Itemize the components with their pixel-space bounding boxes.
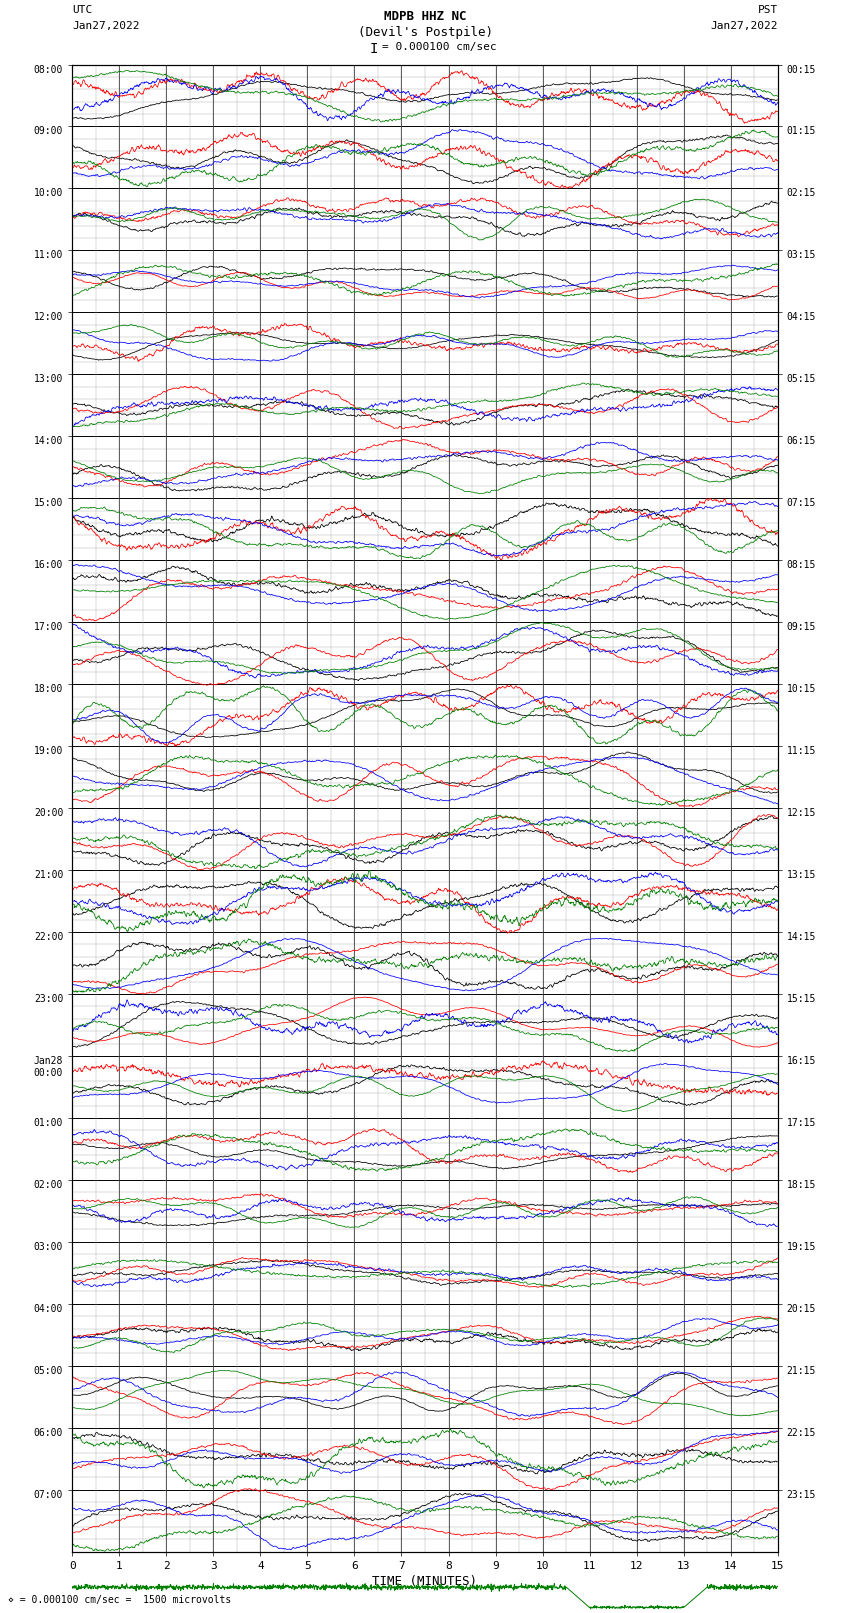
Text: PST: PST	[757, 5, 778, 15]
Text: MDPB HHZ NC: MDPB HHZ NC	[383, 10, 467, 23]
Text: = 0.000100 cm/sec: = 0.000100 cm/sec	[382, 42, 497, 52]
Text: Jan27,2022: Jan27,2022	[72, 21, 139, 31]
Text: ⋄ = 0.000100 cm/sec =  1500 microvolts: ⋄ = 0.000100 cm/sec = 1500 microvolts	[8, 1595, 232, 1605]
Text: I: I	[370, 42, 378, 56]
Text: Jan27,2022: Jan27,2022	[711, 21, 778, 31]
Text: UTC: UTC	[72, 5, 93, 15]
X-axis label: TIME (MINUTES): TIME (MINUTES)	[372, 1574, 478, 1587]
Text: (Devil's Postpile): (Devil's Postpile)	[358, 26, 492, 39]
